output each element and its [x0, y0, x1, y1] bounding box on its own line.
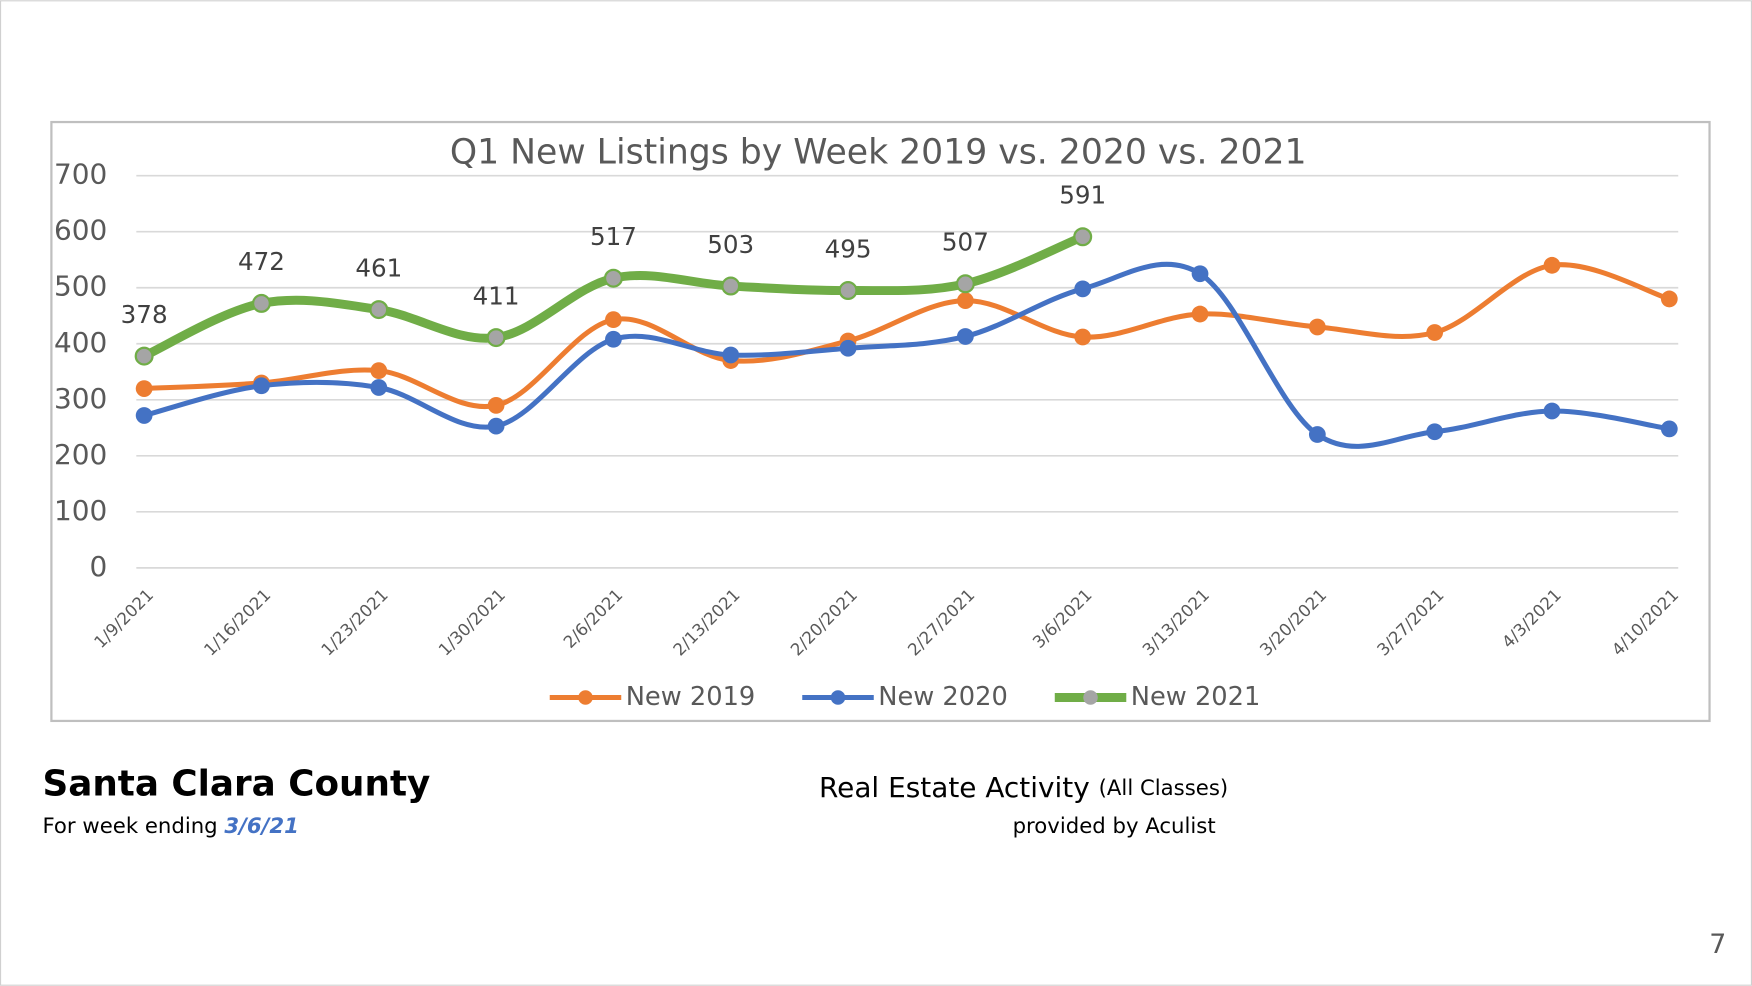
y-tick-label: 600 [54, 214, 107, 247]
marker [722, 346, 740, 364]
marker [839, 339, 857, 357]
marker [1308, 318, 1326, 336]
marker [721, 276, 741, 296]
data-label: 503 [707, 230, 754, 259]
marker [251, 293, 271, 313]
y-tick-label: 0 [89, 550, 107, 583]
data-label: 517 [590, 222, 637, 251]
series [135, 256, 1678, 414]
week-prefix: For week ending [42, 814, 217, 839]
marker [1073, 227, 1093, 247]
marker [253, 377, 270, 395]
marker [1543, 256, 1561, 274]
marker [486, 328, 506, 348]
y-tick-label: 500 [54, 270, 107, 303]
marker [487, 397, 505, 414]
marker [370, 362, 388, 380]
classes: (All Classes) [1099, 776, 1229, 801]
chart-title: Q1 New Listings by Week 2019 vs. 2020 vs… [450, 132, 1307, 172]
legend-marker [830, 690, 846, 705]
plot: 378 472 461 411 517 503 495 507 591 New 2019 New 2… [121, 181, 1678, 712]
legend-label: New 2020 [878, 682, 1008, 712]
data-label: 461 [355, 253, 402, 282]
marker [370, 379, 388, 396]
page-number: 7 [1709, 929, 1726, 960]
data-label: 507 [942, 228, 989, 257]
marker [487, 417, 505, 435]
marker [1074, 328, 1092, 346]
y-tick-label: 700 [54, 158, 107, 191]
marker [605, 330, 622, 348]
marker [957, 292, 974, 309]
series [135, 261, 1678, 449]
marker [1543, 402, 1561, 420]
marker [1191, 265, 1209, 283]
y-tick-label: 300 [54, 382, 107, 415]
provider: provided by Aculist [1013, 814, 1216, 839]
y-tick-label: 400 [54, 326, 107, 359]
series: 378 472 461 411 517 503 495 507 591 [121, 181, 1106, 366]
marker [1308, 426, 1326, 443]
marker [135, 407, 153, 424]
y-tick-label: 100 [54, 494, 107, 527]
county: Santa Clara County [42, 764, 430, 805]
activity: Real Estate Activity [819, 771, 1090, 804]
marker [1426, 423, 1444, 441]
data-label: 591 [1059, 181, 1106, 210]
marker [1074, 280, 1092, 298]
marker [838, 281, 858, 301]
data-label: 378 [121, 300, 168, 329]
legend-label: New 2021 [1131, 682, 1261, 712]
y-tick-label: 200 [54, 438, 107, 471]
series-line [141, 261, 1672, 449]
data-label: 472 [238, 247, 285, 276]
data-label: 495 [825, 234, 872, 263]
week-line: For week ending 3/6/21 [42, 814, 299, 839]
marker [369, 300, 389, 320]
marker [603, 268, 623, 288]
marker [1660, 290, 1678, 308]
marker [605, 311, 622, 329]
marker [955, 274, 975, 294]
legend-label: New 2019 [626, 682, 756, 712]
activity-line: Real Estate Activity (All Classes) [819, 771, 1228, 804]
marker [134, 346, 154, 366]
marker [1660, 420, 1678, 438]
marker [1426, 324, 1444, 341]
chart-frame [50, 120, 1711, 723]
marker [1191, 305, 1209, 323]
week-date: 3/6/21 [224, 814, 299, 839]
marker [957, 328, 974, 345]
legend-marker [1083, 690, 1098, 705]
marker [135, 380, 153, 397]
data-label: 411 [473, 281, 520, 310]
legend-marker [578, 690, 593, 705]
